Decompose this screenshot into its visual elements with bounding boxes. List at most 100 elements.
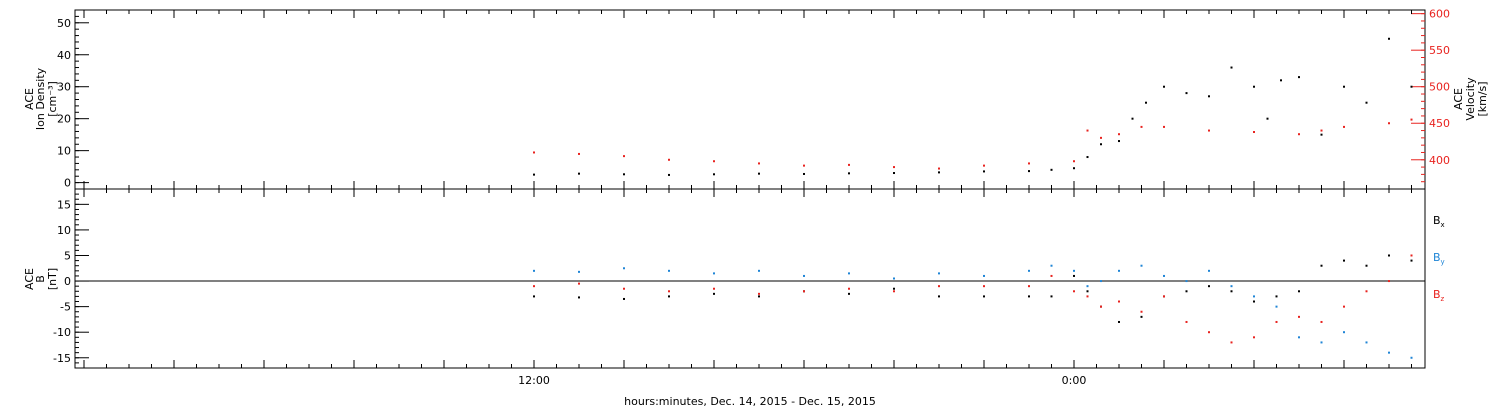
bottom-series: [533, 254, 1413, 359]
data-point-Bz: [1073, 290, 1075, 293]
data-point-Bz: [1298, 315, 1300, 318]
top-panel-frame: [74, 9, 1426, 190]
data-point-Bz: [758, 292, 760, 295]
y-tick-label: 10: [57, 145, 71, 158]
top-ylabel-left-line3: [cm⁻³]: [46, 81, 59, 117]
data-point-Bx: [848, 292, 850, 295]
data-point-series-0: [1410, 85, 1413, 88]
data-point-By: [1365, 341, 1368, 344]
data-point-series-1: [848, 163, 850, 166]
data-point-Bz: [938, 285, 940, 288]
data-point-series-0: [938, 171, 940, 174]
legend-bx: Bx: [1433, 214, 1445, 229]
data-point-Bx: [713, 292, 715, 295]
data-point-By: [1343, 331, 1345, 334]
data-point-series-1: [938, 167, 940, 170]
data-point-Bz: [533, 285, 535, 288]
legend: Bx By Bz: [1433, 214, 1445, 303]
y-tick-label: -10: [53, 326, 71, 339]
data-point-series-1: [578, 152, 580, 155]
data-point-By: [1208, 269, 1210, 272]
data-point-series-0: [1163, 85, 1165, 88]
y-tick-label: 600: [1429, 8, 1450, 21]
data-point-series-0: [1343, 85, 1345, 88]
data-point-Bz: [1050, 274, 1053, 277]
data-point-By: [1298, 336, 1300, 339]
data-point-Bz: [1208, 331, 1210, 334]
data-point-series-0: [1230, 66, 1233, 69]
top-ylabel-right-line1: ACE: [1452, 88, 1465, 110]
top-ylabel-left-line1: ACE: [23, 88, 36, 110]
top-ylabel-left-line2: Ion Density: [34, 67, 47, 130]
data-point-Bx: [533, 295, 535, 298]
bottom-ylabel-line1: ACE: [23, 268, 36, 290]
data-point-By: [623, 267, 625, 270]
data-point-series-0: [1145, 101, 1147, 104]
data-point-Bx: [1086, 290, 1089, 293]
x-tick-label: 0:00: [1062, 374, 1087, 387]
data-point-By: [983, 274, 985, 277]
data-point-series-0: [668, 173, 670, 176]
data-point-By: [893, 277, 895, 280]
data-point-series-1: [893, 166, 895, 169]
data-point-series-0: [1388, 37, 1390, 40]
data-point-Bz: [623, 287, 625, 290]
data-point-Bz: [893, 290, 895, 293]
y-tick-label: 30: [57, 81, 71, 94]
y-tick-label: 500: [1429, 81, 1450, 94]
x-axis-ticks: [83, 10, 1412, 368]
data-point-series-0: [1365, 101, 1368, 104]
data-point-series-0: [1185, 92, 1188, 95]
y-tick-label: -15: [53, 352, 71, 365]
top-ylabel-right-line2: Velocity: [1464, 77, 1477, 121]
data-point-Bx: [1343, 259, 1345, 262]
data-point-series-0: [1050, 168, 1053, 171]
data-point-series-1: [1343, 125, 1345, 128]
y-tick-label: 550: [1429, 44, 1450, 57]
data-point-Bz: [1410, 254, 1413, 257]
data-point-series-0: [1266, 117, 1269, 120]
data-point-Bx: [578, 296, 580, 299]
y-tick-label: 0: [64, 275, 71, 288]
top-ylabel-right-line3: [km/s]: [1476, 81, 1489, 116]
data-point-Bz: [1275, 320, 1278, 323]
data-point-By: [1100, 280, 1102, 283]
data-point-Bx: [758, 295, 760, 298]
data-point-Bz: [668, 290, 670, 293]
data-point-series-0: [803, 172, 805, 175]
data-point-series-1: [668, 158, 670, 161]
data-point-series-1: [713, 160, 715, 163]
y-tick-label: 400: [1429, 154, 1450, 167]
data-point-By: [1275, 305, 1278, 308]
data-point-series-1: [758, 162, 760, 165]
data-point-Bz: [1118, 300, 1120, 303]
data-point-series-0: [848, 172, 850, 175]
data-point-series-1: [1100, 136, 1102, 139]
data-point-Bz: [1163, 295, 1165, 298]
bottom-ylabel-line3: [nT]: [46, 268, 59, 290]
data-point-By: [1050, 264, 1053, 267]
data-point-series-1: [1086, 129, 1089, 132]
data-point-Bx: [1073, 274, 1075, 277]
data-point-Bz: [1100, 305, 1102, 308]
data-point-series-0: [1131, 117, 1134, 120]
data-point-Bx: [1050, 295, 1053, 298]
data-point-Bx: [623, 297, 625, 300]
data-point-series-1: [1140, 125, 1143, 128]
data-point-series-0: [983, 170, 985, 173]
legend-by: By: [1433, 251, 1445, 266]
data-point-series-1: [533, 151, 535, 154]
data-point-series-1: [1118, 133, 1120, 136]
data-point-Bx: [1208, 285, 1210, 288]
y-tick-label: 10: [57, 224, 71, 237]
data-point-series-0: [758, 172, 760, 175]
data-point-By: [578, 270, 580, 273]
y-tick-label: 20: [57, 113, 71, 126]
data-point-series-0: [578, 172, 580, 175]
data-point-series-1: [1028, 162, 1030, 165]
data-point-By: [713, 272, 715, 275]
data-point-Bx: [983, 295, 985, 298]
data-point-series-1: [1253, 131, 1255, 134]
data-point-By: [1185, 280, 1188, 283]
data-point-Bz: [1388, 280, 1390, 283]
